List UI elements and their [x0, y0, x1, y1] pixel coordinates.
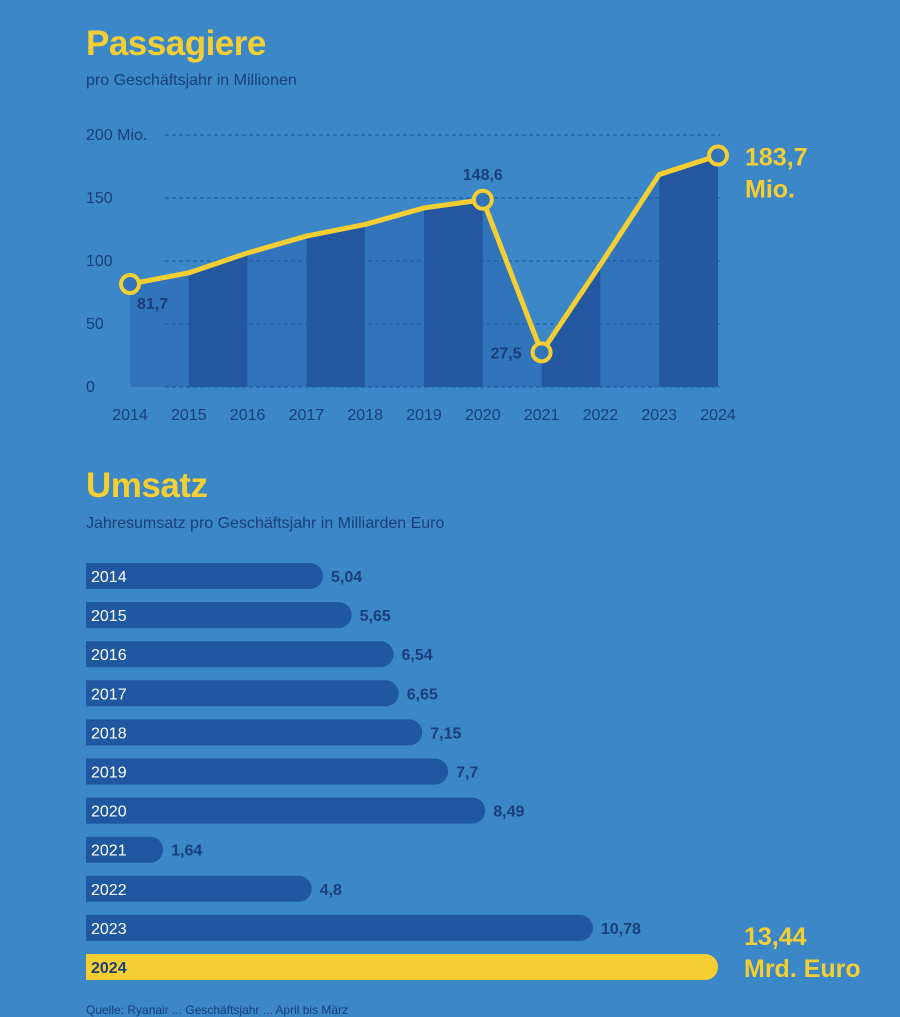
bar-year-label-2022: 2022	[91, 882, 127, 899]
area-column-2022	[600, 174, 660, 387]
umsatz-title: Umsatz	[86, 466, 208, 505]
bar-2015	[86, 602, 352, 629]
passagiere-title: Passagiere	[86, 24, 266, 63]
data-point-2020	[471, 188, 494, 211]
bar-2018	[86, 719, 423, 746]
bar-value-label-2020: 8,49	[493, 804, 524, 821]
bar-2016	[86, 641, 394, 668]
y-tick-label: 150	[86, 190, 113, 207]
bar-year-label-2016: 2016	[91, 647, 127, 664]
bar-year-label-2017: 2017	[91, 686, 127, 703]
bar-value-label-2023: 10,78	[601, 921, 641, 938]
data-point-2021	[530, 341, 553, 364]
bar-value-label-2021: 1,64	[171, 843, 202, 860]
bar-year-label-2015: 2015	[91, 608, 127, 625]
area-column-2019	[424, 199, 483, 387]
highlight-value: 183,7	[745, 144, 808, 172]
x-tick-label-2017: 2017	[289, 407, 325, 424]
x-tick-label-2019: 2019	[406, 407, 442, 424]
bar-year-label-2018: 2018	[91, 725, 127, 742]
area-column-2016	[247, 236, 307, 387]
x-tick-label-2024: 2024	[700, 407, 736, 424]
highlight-unit: Mio.	[745, 176, 795, 204]
x-tick-label-2015: 2015	[171, 407, 207, 424]
area-column-2017	[306, 224, 366, 387]
x-tick-label-2022: 2022	[583, 407, 619, 424]
area-column-2014	[130, 272, 189, 387]
y-tick-label: 100	[86, 253, 113, 270]
x-tick-label-2014: 2014	[112, 407, 148, 424]
bar-year-label-2014: 2014	[91, 569, 127, 586]
area-column-2015	[188, 252, 248, 387]
bar-year-label-2019: 2019	[91, 765, 127, 782]
passagiere-chart: 0 50 100 150 200 Mio. 2014 2015 2016 2017 2018 201…	[86, 127, 808, 424]
bar-year-label-2020: 2020	[91, 804, 127, 821]
bar-value-label-2022: 4,8	[320, 882, 342, 899]
source-note: Quelle: Ryanair ... Geschäftsjahr ... Ap…	[86, 1003, 349, 1017]
bar-year-label-2024: 2024	[91, 960, 127, 977]
bar-2022	[86, 875, 312, 902]
data-point-2014	[119, 273, 141, 296]
bar-value-label-2017: 6,65	[407, 686, 438, 703]
area-column-2023	[659, 155, 718, 387]
area-column-2018	[365, 207, 424, 387]
bar-2023	[86, 914, 593, 941]
bar-value-label-2015: 5,65	[360, 608, 391, 625]
passagiere-subtitle: pro Geschäftsjahr in Millionen	[86, 72, 297, 89]
x-tick-label-2018: 2018	[347, 407, 383, 424]
bar-year-label-2023: 2023	[91, 921, 127, 938]
data-label-2021: 27,5	[490, 345, 521, 362]
y-tick-label: 0	[86, 379, 95, 396]
x-tick-label-2023: 2023	[641, 407, 677, 424]
bar-value-label-2014: 5,04	[331, 569, 362, 586]
bar-value-label-2019: 7,7	[456, 765, 478, 782]
highlight-unit: Mrd. Euro	[744, 955, 861, 983]
bar-2014	[86, 563, 323, 589]
highlight-value: 13,44	[744, 923, 807, 951]
bar-2024	[86, 954, 718, 980]
data-label-2020: 148,6	[463, 167, 503, 184]
x-tick-label-2020: 2020	[465, 407, 501, 424]
bar-value-label-2018: 7,15	[430, 725, 461, 742]
x-tick-label-2016: 2016	[230, 407, 266, 424]
bar-2021	[86, 836, 164, 863]
y-tick-label: 50	[86, 316, 104, 333]
bar-2017	[86, 680, 399, 707]
x-tick-label-2021: 2021	[524, 407, 560, 424]
area-column-2021	[541, 264, 601, 387]
series-line	[127, 153, 721, 355]
data-point-2024	[707, 144, 729, 167]
bar-year-label-2021: 2021	[91, 843, 127, 860]
bar-value-label-2016: 6,54	[402, 647, 433, 664]
area-column-2020	[482, 199, 542, 387]
data-label-2014: 81,7	[137, 296, 168, 313]
bar-2020	[86, 797, 486, 824]
umsatz-subtitle: Jahresumsatz pro Geschäftsjahr in Millia…	[86, 515, 445, 532]
y-tick-label: 200 Mio.	[86, 127, 147, 144]
bar-2019	[86, 758, 449, 785]
